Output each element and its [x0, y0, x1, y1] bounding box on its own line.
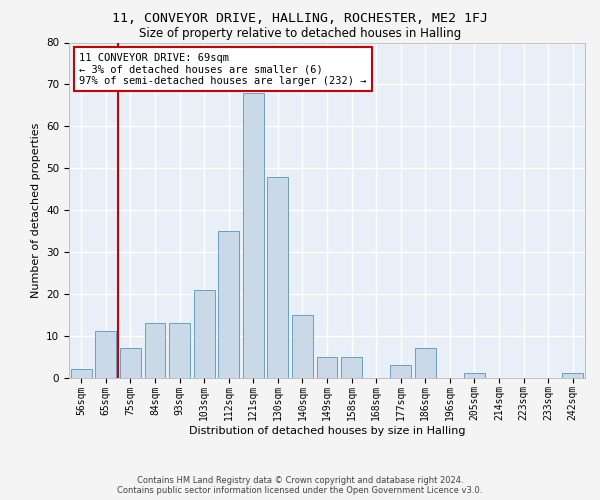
- Y-axis label: Number of detached properties: Number of detached properties: [31, 122, 41, 298]
- Bar: [415, 348, 436, 378]
- Bar: [71, 369, 92, 378]
- Bar: [95, 332, 116, 378]
- Text: Contains HM Land Registry data © Crown copyright and database right 2024.
Contai: Contains HM Land Registry data © Crown c…: [118, 476, 482, 495]
- Text: 11 CONVEYOR DRIVE: 69sqm
← 3% of detached houses are smaller (6)
97% of semi-det: 11 CONVEYOR DRIVE: 69sqm ← 3% of detache…: [79, 52, 367, 86]
- Bar: [390, 365, 411, 378]
- Bar: [464, 374, 485, 378]
- Text: Size of property relative to detached houses in Halling: Size of property relative to detached ho…: [139, 28, 461, 40]
- Bar: [292, 314, 313, 378]
- X-axis label: Distribution of detached houses by size in Halling: Distribution of detached houses by size …: [189, 426, 465, 436]
- Bar: [145, 323, 166, 378]
- Bar: [243, 93, 264, 378]
- Bar: [268, 176, 289, 378]
- Bar: [562, 374, 583, 378]
- Bar: [169, 323, 190, 378]
- Bar: [317, 356, 337, 378]
- Bar: [218, 231, 239, 378]
- Text: 11, CONVEYOR DRIVE, HALLING, ROCHESTER, ME2 1FJ: 11, CONVEYOR DRIVE, HALLING, ROCHESTER, …: [112, 12, 488, 26]
- Bar: [194, 290, 215, 378]
- Bar: [120, 348, 141, 378]
- Bar: [341, 356, 362, 378]
